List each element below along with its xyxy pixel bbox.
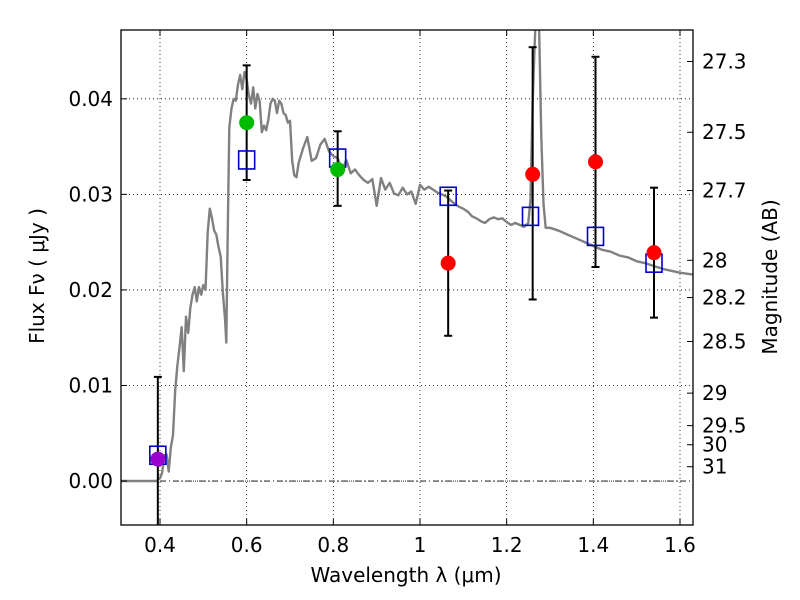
y-tick-label: 0.01 xyxy=(68,373,113,397)
observed-point-red xyxy=(646,245,662,261)
observed-point-green xyxy=(239,115,255,131)
y2-tick-label: 31 xyxy=(702,455,727,479)
observed-point-red xyxy=(525,166,541,182)
y-tick-label: 0.03 xyxy=(68,182,113,206)
observed-point-green xyxy=(330,162,346,178)
y2-tick-label: 27.3 xyxy=(702,50,747,74)
y-tick-label: 0.02 xyxy=(68,278,113,302)
x-axis-title: Wavelength λ (μm) xyxy=(310,563,501,587)
x-tick-label: 1.6 xyxy=(664,533,696,557)
y-tick-label: 0.04 xyxy=(68,87,113,111)
x-tick-label: 0.4 xyxy=(144,533,176,557)
y2-tick-label: 30 xyxy=(702,433,727,457)
y2-tick-label: 28.5 xyxy=(702,330,747,354)
y2-tick-label: 27.5 xyxy=(702,120,747,144)
y2-tick-label: 27.7 xyxy=(702,179,747,203)
x-tick-label: 0.6 xyxy=(231,533,263,557)
model-band-box xyxy=(521,206,540,227)
y2-tick-label: 29.5 xyxy=(702,414,747,438)
x-tick-label: 0.8 xyxy=(317,533,349,557)
grid xyxy=(121,30,693,525)
model-spectrum-line xyxy=(121,30,693,483)
x-tick-label: 1.4 xyxy=(577,533,609,557)
y2-tick-label: 28.2 xyxy=(702,286,747,310)
y-tick-label: 0.00 xyxy=(68,469,113,493)
axes: 0.4 0.6 0.8 1 1.2 1.4 1.6 0.00 0.01 0.02 0.03 0.04 2… xyxy=(68,30,747,557)
model-band-box xyxy=(586,226,605,247)
model-band-box xyxy=(237,150,256,170)
x-tick-label: 1.2 xyxy=(491,533,523,557)
x-tick-label: 1 xyxy=(414,533,427,557)
model-band-box xyxy=(439,186,457,207)
observed-point-red xyxy=(440,255,456,271)
y-axis-title: Flux Fν ( μJy ) xyxy=(25,208,49,344)
plot-frame xyxy=(120,29,694,526)
observed-point-red xyxy=(588,154,603,170)
y2-tick-label: 28 xyxy=(702,248,727,272)
y2-tick-label: 29 xyxy=(702,381,727,405)
observed-point-purple xyxy=(150,451,166,467)
y2-axis-title: Magnitude (AB) xyxy=(758,199,782,354)
plot-area xyxy=(121,30,693,525)
